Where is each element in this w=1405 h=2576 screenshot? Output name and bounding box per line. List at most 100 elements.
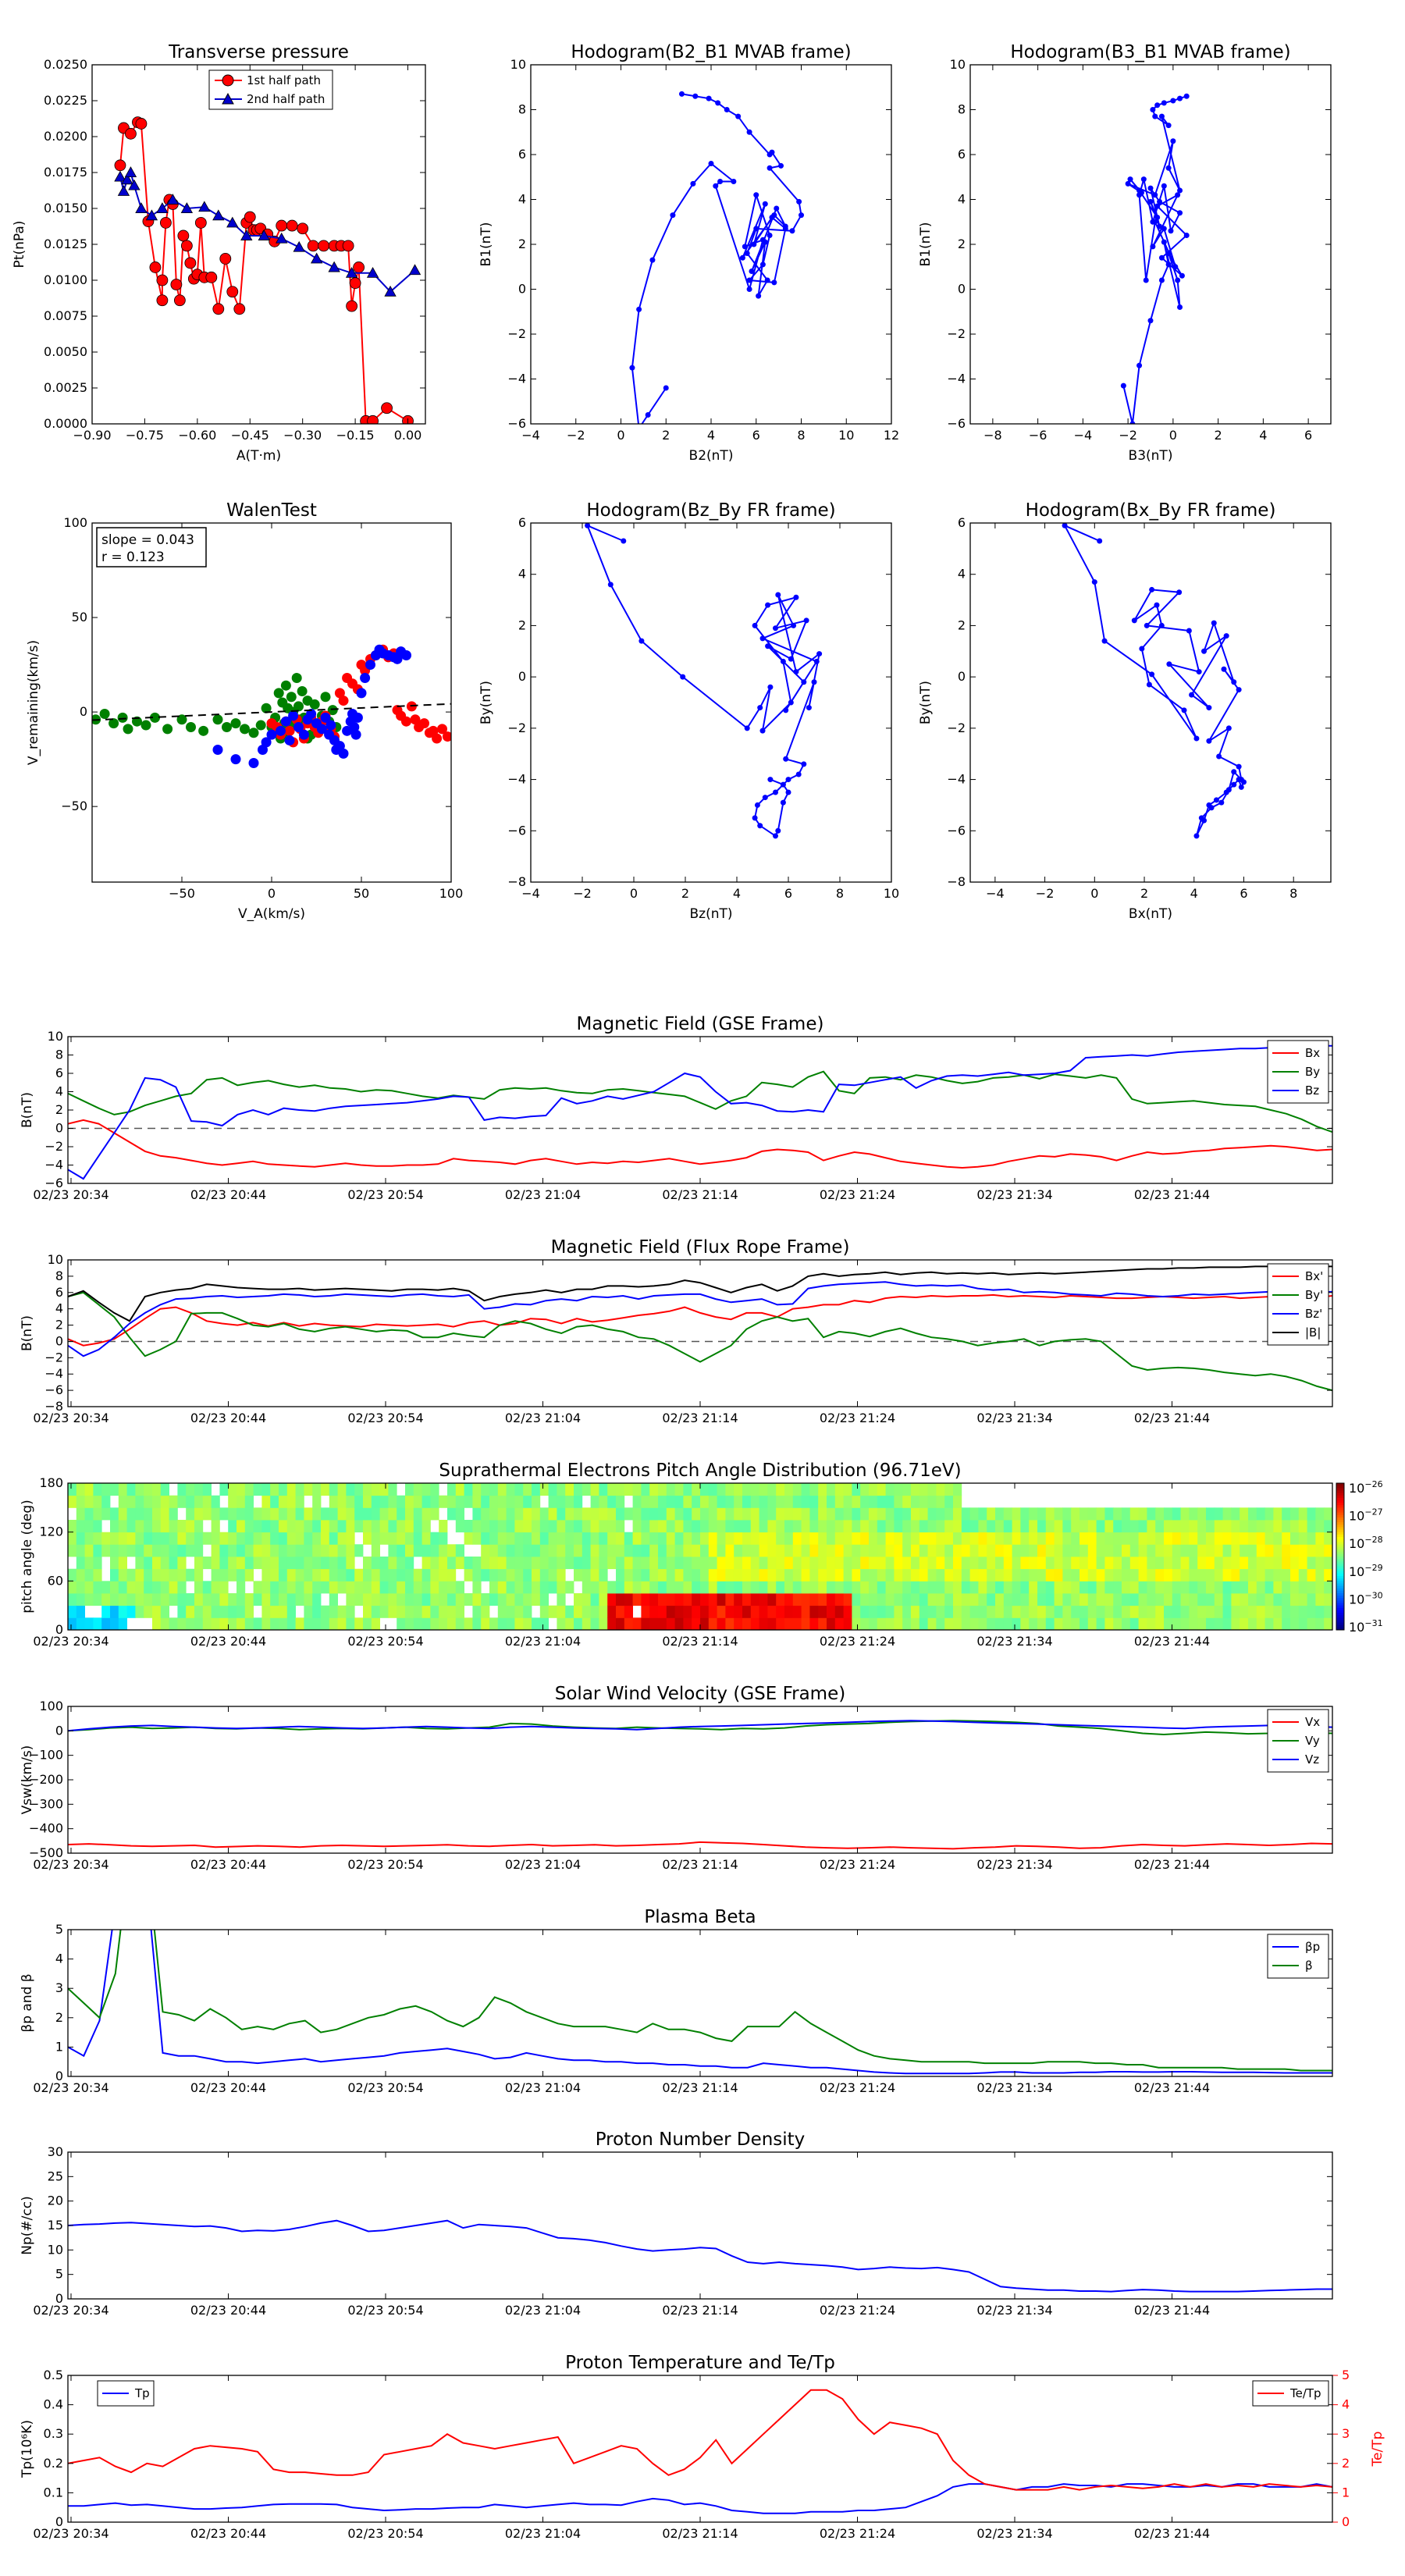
heatmap-cell <box>371 1605 380 1618</box>
heatmap-cell <box>801 1495 810 1508</box>
heatmap-cell <box>321 1483 330 1496</box>
heatmap-cell <box>532 1483 541 1496</box>
heatmap-cell <box>1071 1593 1080 1606</box>
hodogram-point-hodo4 <box>1062 523 1068 528</box>
ytick-label-magfr: 6 <box>55 1285 63 1300</box>
heatmap-cell <box>329 1544 338 1557</box>
heatmap-cell <box>902 1532 912 1545</box>
heatmap-cell <box>481 1507 490 1521</box>
heatmap-cell <box>683 1581 692 1594</box>
heatmap-cell <box>734 1568 743 1582</box>
heatmap-cell <box>405 1568 414 1582</box>
heatmap-cell <box>244 1507 254 1521</box>
heatmap-cell <box>1003 1593 1012 1606</box>
heatmap-cell <box>1307 1520 1316 1533</box>
heatmap-cell <box>1189 1617 1198 1630</box>
heatmap-cell <box>750 1507 759 1521</box>
heatmap-cell <box>1189 1593 1198 1606</box>
heatmap-cell <box>827 1520 836 1533</box>
heatmap-cell <box>700 1593 710 1606</box>
heatmap-cell <box>286 1617 296 1630</box>
hodogram-point-hodo2 <box>1177 187 1183 194</box>
heatmap-cell <box>397 1544 406 1557</box>
walen-data-point <box>248 728 259 738</box>
x-axis-label-hodo1: B2(nT) <box>689 448 734 464</box>
heatmap-cell <box>742 1581 752 1594</box>
plot-area-beta <box>68 1930 1332 2075</box>
heatmap-cell <box>767 1483 777 1496</box>
walen-data-point <box>284 735 295 745</box>
heatmap-cell <box>1264 1544 1274 1557</box>
heatmap-cell <box>405 1520 414 1533</box>
heatmap-cell <box>936 1483 945 1496</box>
heatmap-cell <box>877 1495 886 1508</box>
heatmap-cell <box>911 1605 920 1618</box>
legend-magfr: Bx'By'Bz'|B| <box>1267 1263 1329 1346</box>
heatmap-cell <box>649 1520 659 1533</box>
heatmap-cell <box>1155 1507 1165 1521</box>
axes-frame-hodo4 <box>969 522 1332 883</box>
heatmap-cell <box>371 1520 380 1533</box>
heatmap-cell <box>632 1483 642 1496</box>
heatmap-cell <box>506 1520 515 1533</box>
ytick-label-magf: 2 <box>55 1102 63 1117</box>
hodogram-point-hodo2 <box>1161 183 1167 189</box>
heatmap-cell <box>194 1617 204 1630</box>
ytick-label-hodo1: 4 <box>518 192 526 207</box>
hodogram-point-hodo4 <box>1097 538 1103 544</box>
colorbar-segment <box>1336 1571 1344 1574</box>
heatmap-cell <box>497 1483 507 1496</box>
heatmap-cell <box>295 1544 304 1557</box>
panel-magf: Magnetic Field (GSE Frame)−6−4−20246810B… <box>20 1014 1333 1202</box>
heatmap-cell <box>523 1507 532 1521</box>
heatmap-cell <box>1080 1532 1089 1545</box>
hodogram-point-hodo1 <box>670 212 676 219</box>
heatmap-cell <box>961 1581 970 1594</box>
ytick-label-hodo1: 6 <box>518 147 526 162</box>
heatmap-cell <box>557 1617 566 1630</box>
heatmap-cell <box>548 1581 557 1594</box>
heatmap-cell <box>135 1568 144 1582</box>
heatmap-cell <box>557 1520 566 1533</box>
heatmap-cell <box>792 1568 802 1582</box>
heatmap-cell <box>1164 1520 1173 1533</box>
time-tick-label: 02/23 21:14 <box>662 2303 738 2318</box>
heatmap-cell <box>1062 1544 1072 1557</box>
heatmap-cell <box>388 1495 397 1508</box>
time-tick-label: 02/23 20:54 <box>347 2303 423 2318</box>
pt-data-point <box>384 285 397 297</box>
heatmap-cell <box>1315 1617 1325 1630</box>
heatmap-cell <box>346 1507 355 1521</box>
heatmap-cell <box>160 1568 169 1582</box>
heatmap-cell <box>539 1568 549 1582</box>
heatmap-cell <box>978 1507 987 1521</box>
ytick-label-magf: −4 <box>44 1158 63 1172</box>
heatmap-cell <box>969 1507 979 1521</box>
heatmap-cell <box>211 1520 220 1533</box>
walen-data-point <box>309 699 320 710</box>
heatmap-cell <box>1138 1557 1147 1570</box>
heatmap-cell <box>126 1568 136 1582</box>
walen-data-point <box>140 720 151 731</box>
y-axis-label-np: Np(#/cc) <box>20 2196 35 2254</box>
heatmap-cell <box>801 1557 810 1570</box>
heatmap-cell <box>927 1483 937 1496</box>
heatmap-cell <box>759 1495 768 1508</box>
heatmap-cell <box>1240 1593 1249 1606</box>
colorbar-segment <box>1336 1573 1344 1577</box>
heatmap-cell <box>118 1520 127 1533</box>
ytick-label-magf: −6 <box>44 1176 63 1190</box>
heatmap-cell <box>279 1568 288 1582</box>
heatmap-cell <box>514 1605 524 1618</box>
heatmap-cell <box>827 1483 836 1496</box>
heatmap-cell <box>126 1532 136 1545</box>
heatmap-cell <box>776 1544 785 1557</box>
heatmap-cell <box>1256 1544 1265 1557</box>
heatmap-cell <box>809 1557 819 1570</box>
heatmap-cell <box>834 1568 844 1582</box>
hodogram-point-hodo2 <box>1183 93 1190 99</box>
heatmap-cell <box>405 1557 414 1570</box>
heatmap-cell <box>969 1520 979 1533</box>
heatmap-cell <box>1071 1520 1080 1533</box>
